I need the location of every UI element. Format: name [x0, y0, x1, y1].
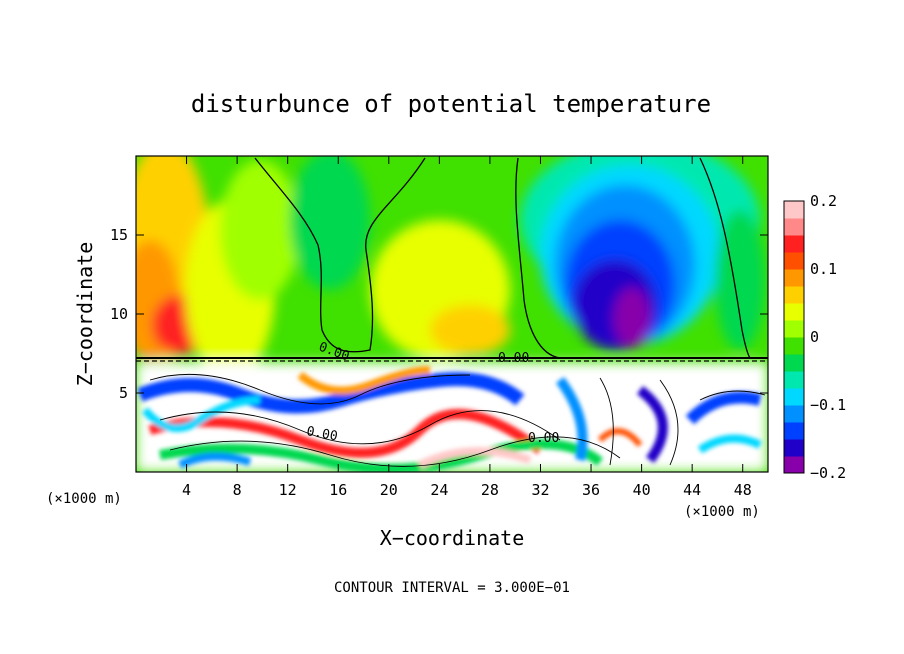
- colorbar-tick-label: 0.2: [810, 192, 837, 210]
- x-tick-label: 28: [481, 481, 499, 499]
- heatmap-field: [136, 156, 768, 472]
- x-tick-label: 12: [279, 481, 297, 499]
- x-tick-label: 48: [734, 481, 752, 499]
- x-tick-label: 36: [582, 481, 600, 499]
- colorbar-swatch: [784, 388, 804, 406]
- colorbar-swatch: [784, 371, 804, 389]
- colorbar-swatch: [784, 354, 804, 372]
- x-tick-label: 20: [380, 481, 398, 499]
- contour-label: 0.00: [498, 351, 529, 366]
- colorbar-frame: [783, 200, 805, 474]
- colorbar-swatch: [784, 405, 804, 423]
- x-tick-label: 4: [182, 481, 191, 499]
- colorbar-swatch: [784, 303, 804, 321]
- x-tick-label: 16: [329, 481, 347, 499]
- y-axis: 5 10 15: [110, 226, 768, 402]
- y-tick-label: 10: [110, 305, 128, 323]
- colorbar-tick-label: −0.1: [810, 396, 846, 414]
- x-tick-label: 44: [683, 481, 701, 499]
- x-axis-label: X−coordinate: [380, 526, 525, 550]
- colorbar-swatch: [784, 286, 804, 304]
- y-tick-label: 15: [110, 226, 128, 244]
- y-axis-label: Z−coordinate: [73, 242, 97, 387]
- y-tick-label: 5: [119, 384, 128, 402]
- colorbar-tick-label: 0: [810, 328, 819, 346]
- x-tick-label: 8: [233, 481, 242, 499]
- colorbar: [784, 201, 804, 474]
- x-unit-label-left: (×1000 m): [46, 491, 122, 507]
- x-axis: 4 8 12 16 20 24 28 32 36 40 44 48: [182, 156, 752, 499]
- x-unit-label-right: (×1000 m): [684, 504, 760, 520]
- colorbar-swatch: [784, 456, 804, 474]
- contour-interval-note: CONTOUR INTERVAL = 3.000E−01: [334, 580, 570, 596]
- colorbar-swatch: [784, 235, 804, 253]
- chart-title: disturbunce of potential temperature: [191, 90, 711, 118]
- colorbar-tick-label: −0.2: [810, 464, 846, 482]
- colorbar-swatch: [784, 252, 804, 270]
- contour-label: 0.00: [305, 424, 338, 444]
- colorbar-ticks: 0.2 0.1 0 −0.1 −0.2: [810, 192, 846, 482]
- colorbar-swatch: [784, 422, 804, 440]
- x-tick-label: 24: [430, 481, 448, 499]
- colorbar-tick-label: 0.1: [810, 260, 837, 278]
- x-tick-label: 40: [633, 481, 651, 499]
- colorbar-swatch: [784, 201, 804, 219]
- colorbar-swatch: [784, 218, 804, 236]
- contour-label: 0.00: [528, 431, 559, 446]
- colorbar-swatch: [784, 337, 804, 355]
- colorbar-swatch: [784, 320, 804, 338]
- x-tick-label: 32: [531, 481, 549, 499]
- colorbar-swatch: [784, 439, 804, 457]
- colorbar-swatch: [784, 269, 804, 287]
